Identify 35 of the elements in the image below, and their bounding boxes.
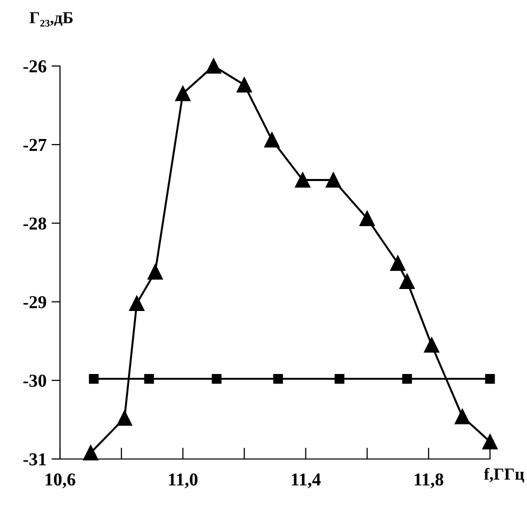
point: [295, 172, 310, 188]
x-tick-label: 10,6: [46, 473, 76, 488]
y-tick-label: -26: [23, 60, 46, 72]
point: [273, 374, 283, 384]
x-tick-label: 11,0: [169, 473, 198, 488]
point: [334, 374, 344, 384]
point: [482, 434, 498, 450]
y-axis-title: Г₂₃,дБ: [30, 12, 73, 27]
point: [148, 264, 163, 280]
point: [129, 296, 144, 312]
point: [212, 374, 222, 384]
point: [424, 337, 440, 353]
point: [236, 77, 252, 93]
x-axis-title: f,ГГц: [484, 468, 524, 482]
point: [116, 410, 132, 426]
y-tick-label: -29: [23, 296, 46, 308]
point: [454, 408, 470, 424]
point: [175, 86, 190, 102]
point: [360, 210, 375, 226]
point: [390, 256, 406, 271]
y-tick-label: -28: [23, 217, 46, 230]
y-tick-label: -31: [23, 453, 46, 466]
point: [485, 374, 495, 384]
point: [402, 374, 412, 384]
x-tick-label: 11,8: [414, 473, 444, 488]
point: [206, 58, 222, 74]
point: [88, 374, 99, 384]
y-tick-label: -27: [23, 138, 46, 151]
point: [399, 274, 415, 290]
y-tick-label: -30: [23, 374, 46, 387]
point: [144, 374, 154, 384]
point: [264, 132, 280, 148]
point: [326, 172, 341, 188]
point: [83, 445, 98, 460]
x-tick-label: 11,4: [292, 474, 321, 488]
